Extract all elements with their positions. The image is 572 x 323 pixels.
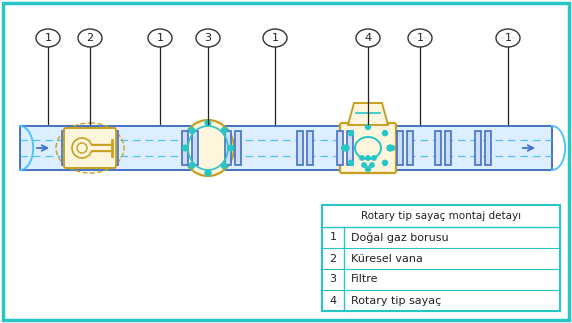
Circle shape xyxy=(383,160,387,165)
Circle shape xyxy=(205,170,211,176)
Bar xyxy=(72,131,78,165)
Ellipse shape xyxy=(408,29,432,47)
Circle shape xyxy=(370,163,374,167)
Text: 1: 1 xyxy=(329,233,336,243)
Text: 2: 2 xyxy=(329,254,336,264)
Bar xyxy=(112,131,118,165)
Text: 1: 1 xyxy=(272,33,279,43)
Text: 1: 1 xyxy=(416,33,423,43)
Ellipse shape xyxy=(263,29,287,47)
Circle shape xyxy=(360,156,364,160)
Ellipse shape xyxy=(78,29,102,47)
Circle shape xyxy=(362,163,366,167)
Circle shape xyxy=(228,145,234,151)
Ellipse shape xyxy=(496,29,520,47)
Circle shape xyxy=(343,145,349,151)
Bar xyxy=(297,131,303,165)
Circle shape xyxy=(383,130,387,136)
Circle shape xyxy=(205,170,211,176)
Text: 4: 4 xyxy=(329,296,336,306)
Text: 2: 2 xyxy=(86,33,94,43)
Ellipse shape xyxy=(356,29,380,47)
Circle shape xyxy=(182,145,188,151)
Bar xyxy=(475,131,481,165)
Text: Rotary tip sayaç montaj detayı: Rotary tip sayaç montaj detayı xyxy=(361,211,521,221)
Bar xyxy=(407,131,413,165)
Bar xyxy=(435,131,441,165)
Circle shape xyxy=(348,130,353,136)
Circle shape xyxy=(72,138,92,158)
Text: 1: 1 xyxy=(157,33,164,43)
Ellipse shape xyxy=(148,29,172,47)
Ellipse shape xyxy=(182,120,234,176)
Bar xyxy=(62,131,68,165)
Polygon shape xyxy=(348,103,388,125)
Bar xyxy=(445,131,451,165)
FancyBboxPatch shape xyxy=(64,128,116,168)
Text: Doğal gaz borusu: Doğal gaz borusu xyxy=(351,232,448,243)
Circle shape xyxy=(366,166,371,172)
Circle shape xyxy=(387,145,393,151)
Bar xyxy=(322,205,560,311)
Circle shape xyxy=(189,128,194,133)
Ellipse shape xyxy=(36,29,60,47)
Circle shape xyxy=(372,156,376,160)
Bar xyxy=(182,131,188,165)
Circle shape xyxy=(390,145,395,151)
Text: Küresel vana: Küresel vana xyxy=(351,254,423,264)
Circle shape xyxy=(221,163,227,169)
FancyBboxPatch shape xyxy=(3,3,569,320)
Bar xyxy=(102,131,108,165)
Bar xyxy=(485,131,491,165)
Text: 4: 4 xyxy=(364,33,372,43)
Circle shape xyxy=(366,124,371,130)
Text: Filtre: Filtre xyxy=(351,275,379,285)
FancyBboxPatch shape xyxy=(340,123,396,173)
Text: Rotary tip sayaç: Rotary tip sayaç xyxy=(351,296,441,306)
Text: 1: 1 xyxy=(45,33,51,43)
Circle shape xyxy=(77,143,87,153)
Ellipse shape xyxy=(196,29,220,47)
Bar xyxy=(192,131,198,165)
Bar xyxy=(20,126,552,170)
Text: 3: 3 xyxy=(329,275,336,285)
Circle shape xyxy=(205,120,211,126)
Text: 3: 3 xyxy=(205,33,212,43)
Bar xyxy=(347,131,353,165)
Bar xyxy=(225,131,231,165)
Bar xyxy=(337,131,343,165)
Text: 1: 1 xyxy=(505,33,511,43)
Circle shape xyxy=(341,145,347,151)
Bar xyxy=(235,131,241,165)
Circle shape xyxy=(189,163,194,169)
Circle shape xyxy=(366,156,370,160)
Circle shape xyxy=(348,160,353,165)
Bar xyxy=(397,131,403,165)
Bar xyxy=(307,131,313,165)
Circle shape xyxy=(221,128,227,133)
